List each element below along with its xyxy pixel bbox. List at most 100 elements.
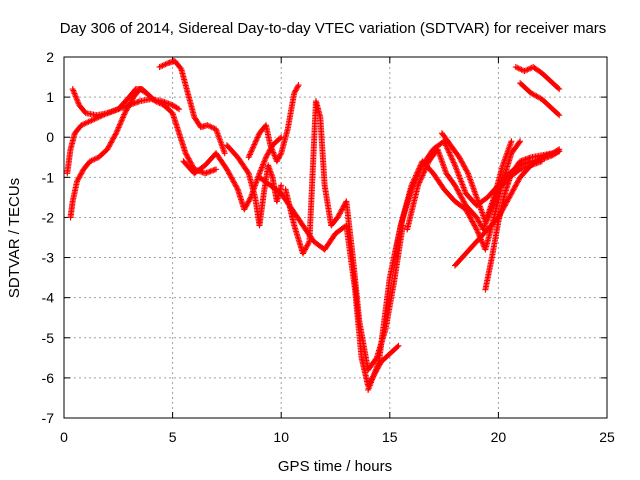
- data-point: [204, 122, 211, 129]
- data-point: [241, 206, 248, 213]
- data-point: [448, 155, 455, 162]
- data-point: [232, 182, 239, 189]
- series-arc13: [438, 130, 515, 225]
- data-point: [462, 166, 469, 173]
- data-point: [247, 195, 254, 202]
- data-point: [516, 139, 523, 146]
- y-tick-label: 0: [46, 129, 54, 145]
- x-tick-label: 15: [382, 429, 398, 445]
- data-point: [420, 169, 427, 176]
- data-point: [458, 158, 465, 165]
- data-point: [223, 166, 230, 173]
- data-point: [184, 152, 191, 159]
- data-point: [338, 207, 345, 214]
- data-point: [82, 120, 89, 127]
- data-point: [208, 124, 215, 131]
- data-point: [210, 124, 217, 131]
- data-point: [462, 164, 469, 171]
- data-point: [409, 179, 416, 186]
- data-point: [457, 155, 464, 162]
- data-point: [463, 167, 470, 174]
- data-point: [245, 154, 252, 161]
- data-point: [504, 198, 511, 205]
- data-point: [302, 246, 309, 253]
- data-point: [512, 182, 519, 189]
- data-point: [79, 168, 86, 175]
- data-point: [515, 177, 522, 184]
- data-point: [408, 182, 415, 189]
- data-point: [275, 155, 282, 162]
- data-point: [124, 104, 131, 111]
- data-point: [457, 156, 464, 163]
- data-points: [64, 58, 563, 393]
- data-point: [517, 138, 524, 145]
- data-point: [421, 168, 428, 175]
- data-point: [409, 180, 416, 187]
- data-point: [244, 169, 251, 176]
- data-point: [76, 172, 83, 179]
- data-point: [123, 107, 130, 114]
- data-point: [254, 134, 261, 141]
- data-point: [451, 160, 458, 167]
- data-point: [79, 121, 86, 128]
- data-point: [464, 168, 471, 175]
- data-point: [251, 141, 258, 148]
- data-point: [556, 148, 563, 155]
- series-arc9: [282, 98, 406, 373]
- data-point: [276, 154, 283, 161]
- data-point: [524, 66, 531, 73]
- data-point: [221, 150, 228, 157]
- data-point: [555, 85, 562, 92]
- data-point: [413, 171, 420, 178]
- data-point: [410, 178, 417, 185]
- data-point: [78, 122, 85, 129]
- data-point: [456, 154, 463, 161]
- data-point: [122, 108, 129, 115]
- data-point: [444, 146, 451, 153]
- data-point: [449, 156, 456, 163]
- x-tick-label: 10: [273, 429, 289, 445]
- data-point: [76, 174, 83, 181]
- data-point: [455, 189, 462, 196]
- data-point: [264, 151, 271, 158]
- data-point: [234, 185, 241, 192]
- data-point: [114, 125, 121, 132]
- data-point: [504, 197, 511, 204]
- data-point: [253, 137, 260, 144]
- data-point: [113, 130, 120, 137]
- data-point: [294, 83, 301, 90]
- data-point: [248, 148, 255, 155]
- data-point: [112, 131, 119, 138]
- data-point: [159, 62, 166, 69]
- data-point: [207, 123, 214, 130]
- data-point: [116, 123, 123, 130]
- data-point: [476, 219, 483, 226]
- data-point: [479, 239, 486, 246]
- data-point: [457, 193, 464, 200]
- data-point: [156, 64, 163, 71]
- data-point: [74, 178, 81, 185]
- y-tick-label: -2: [42, 209, 55, 225]
- data-point: [106, 142, 113, 149]
- data-point: [186, 158, 193, 165]
- data-point: [459, 197, 466, 204]
- data-point: [273, 158, 280, 165]
- series-arc10: [365, 138, 563, 393]
- data-point: [176, 106, 183, 113]
- data-point: [156, 100, 163, 107]
- data-point: [417, 162, 424, 169]
- data-point: [452, 183, 459, 190]
- data-point: [293, 86, 300, 93]
- data-point: [509, 187, 516, 194]
- data-point: [262, 154, 269, 161]
- data-point: [92, 115, 99, 122]
- data-point: [84, 119, 91, 126]
- data-point: [292, 87, 299, 94]
- data-point: [108, 139, 115, 146]
- data-point: [228, 175, 235, 182]
- data-point: [414, 169, 421, 176]
- x-tick-label: 0: [60, 429, 68, 445]
- data-point: [507, 191, 514, 198]
- data-point: [213, 166, 220, 173]
